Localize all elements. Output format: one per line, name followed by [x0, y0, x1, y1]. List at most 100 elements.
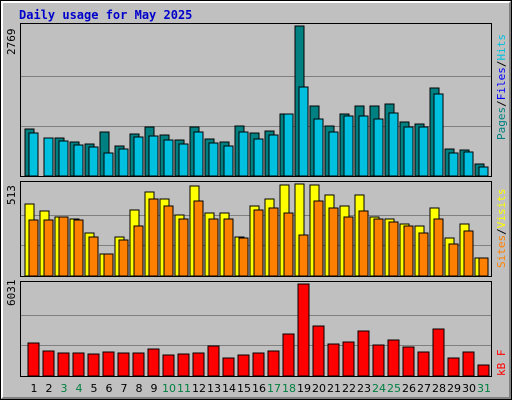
sites-bar — [43, 219, 54, 277]
hits-bar — [88, 146, 99, 177]
sites-bar — [373, 218, 384, 277]
sites-bar — [88, 236, 99, 277]
day-label: 2 — [46, 382, 53, 395]
day-label: 19 — [297, 382, 311, 395]
day-label: 3 — [61, 382, 68, 395]
sites-bar — [298, 234, 309, 277]
sites-bar — [403, 225, 414, 277]
kbytes-bar — [477, 364, 490, 377]
sites-bar — [208, 218, 219, 277]
hits-bar — [133, 136, 144, 177]
kbytes-bar — [327, 343, 340, 377]
kbytes-bar — [462, 351, 475, 377]
day-label: 21 — [327, 382, 341, 395]
day-label: 9 — [151, 382, 158, 395]
sites-bar — [388, 221, 399, 277]
hits-bar — [463, 151, 474, 177]
hits-bar — [328, 131, 339, 177]
day-label: 6 — [106, 382, 113, 395]
day-label: 26 — [402, 382, 416, 395]
kbytes-bar — [72, 352, 85, 377]
sites-bar — [103, 253, 114, 277]
hits-bar — [298, 86, 309, 177]
day-label: 1 — [31, 382, 38, 395]
hits-bar — [148, 135, 159, 177]
kbytes-bar — [42, 350, 55, 377]
day-label: 22 — [342, 382, 356, 395]
sites-bar — [343, 216, 354, 277]
day-label: 25 — [387, 382, 401, 395]
kbytes-bar — [402, 346, 415, 377]
kbytes-bar — [57, 352, 70, 377]
day-label: 18 — [282, 382, 296, 395]
hits-bar — [28, 132, 39, 177]
sites-bar — [418, 232, 429, 277]
sites-bar — [28, 219, 39, 277]
kbytes-bar — [312, 325, 325, 377]
sites-bar — [193, 200, 204, 277]
sites-bar — [433, 218, 444, 277]
kbytes-bar — [207, 345, 220, 377]
day-label: 13 — [207, 382, 221, 395]
hits-bar — [238, 131, 249, 177]
kbytes-bar — [177, 353, 190, 377]
sites-bar — [358, 210, 369, 277]
sites-bar — [223, 218, 234, 277]
chart-title: Daily usage for May 2025 — [19, 8, 193, 22]
kbytes-bar — [147, 348, 160, 377]
kbytes-bar — [222, 357, 235, 377]
sites-bar — [118, 239, 129, 277]
hits-bar — [118, 148, 129, 177]
day-label: 7 — [121, 382, 128, 395]
day-label: 20 — [312, 382, 326, 395]
kbytes-bar — [252, 352, 265, 377]
kbytes-bar — [282, 333, 295, 377]
kbytes-bar — [357, 330, 370, 377]
hits-bar — [283, 113, 294, 177]
day-label: 15 — [237, 382, 251, 395]
day-label: 31 — [477, 382, 491, 395]
day-label: 24 — [372, 382, 386, 395]
hits-bar — [58, 140, 69, 177]
hits-bar — [268, 134, 279, 177]
sites-bar — [133, 225, 144, 277]
kbytes-bar — [192, 352, 205, 377]
hits-bar — [103, 152, 114, 177]
hits-bar — [418, 126, 429, 177]
day-label: 8 — [136, 382, 143, 395]
kbytes-bar — [387, 339, 400, 377]
kbytes-bar — [372, 344, 385, 377]
hits-bar — [313, 118, 324, 177]
hits-bar — [253, 138, 264, 177]
day-label: 11 — [177, 382, 191, 395]
hits-bar — [358, 115, 369, 177]
kbytes-bar — [342, 341, 355, 377]
sites-bar — [73, 219, 84, 277]
kbytes-bar — [237, 354, 250, 377]
hits-bar — [388, 112, 399, 177]
kbytes-bar — [117, 352, 130, 377]
sites-bar — [178, 218, 189, 277]
day-label: 23 — [357, 382, 371, 395]
day-label: 27 — [417, 382, 431, 395]
hits-bar — [433, 93, 444, 177]
sites-bar — [58, 216, 69, 277]
day-label: 16 — [252, 382, 266, 395]
sites-bar — [253, 209, 264, 277]
sites-bar — [148, 198, 159, 277]
sites-bar — [238, 237, 249, 277]
hits-bar — [343, 115, 354, 177]
hits-bar — [373, 118, 384, 177]
hits-bar — [163, 139, 174, 177]
day-label: 5 — [91, 382, 98, 395]
hits-bar — [43, 137, 54, 177]
kbytes-bar — [432, 328, 445, 377]
hits-bar — [178, 143, 189, 177]
day-label: 28 — [432, 382, 446, 395]
hits-bar — [478, 166, 489, 177]
day-label: 4 — [76, 382, 83, 395]
kbytes-bar — [27, 342, 40, 377]
day-label: 29 — [447, 382, 461, 395]
sites-bar — [313, 200, 324, 277]
